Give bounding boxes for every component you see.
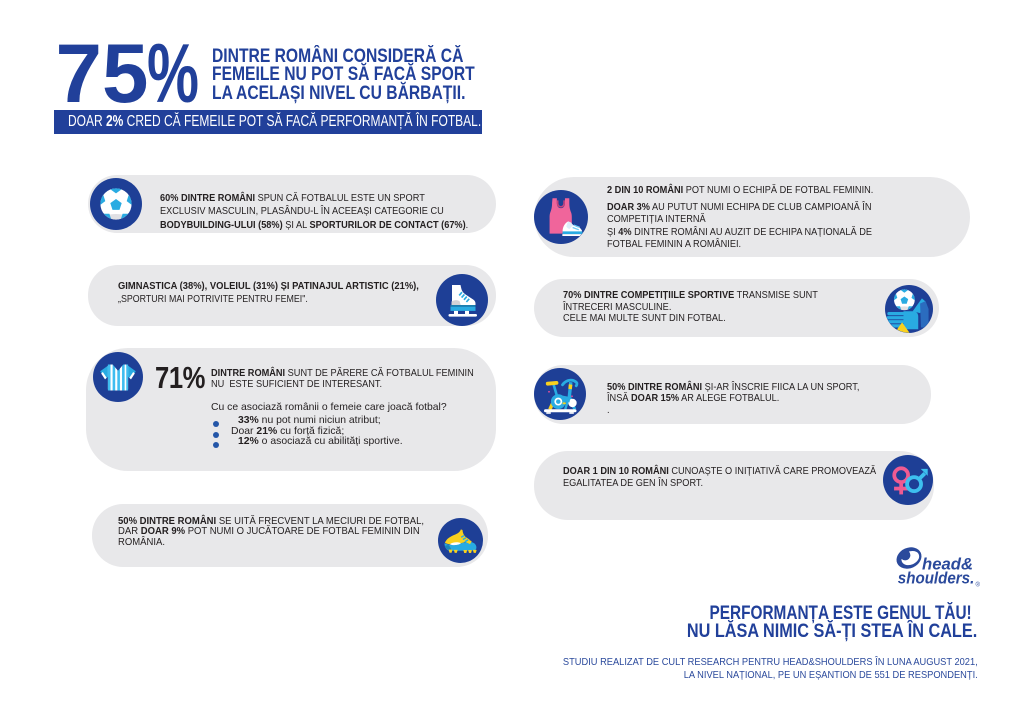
svg-text:®: ® — [976, 582, 981, 589]
svg-text:shoulders.: shoulders. — [898, 570, 975, 588]
svg-text:head&: head& — [922, 556, 973, 574]
